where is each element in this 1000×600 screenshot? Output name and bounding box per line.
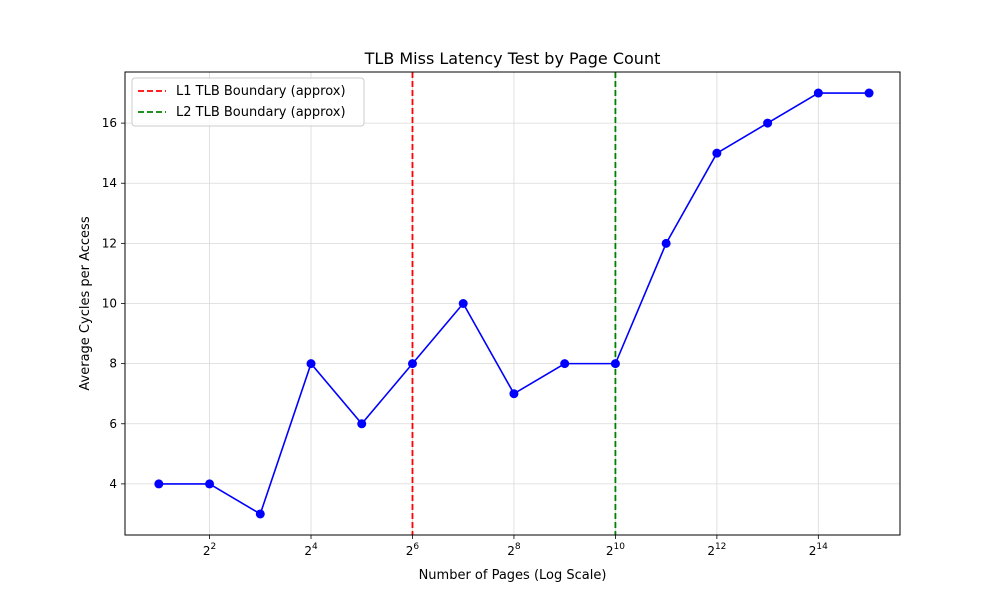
boundary-lines (411, 72, 617, 535)
y-tick-label: 14 (102, 176, 117, 190)
axes: 22 24 26 28 210 212 214 4 6 8 10 12 14 16 (102, 116, 828, 558)
x-tick-label: 28 (507, 542, 521, 558)
data-point (509, 389, 519, 399)
x-tick-label: 214 (809, 542, 828, 558)
x-tick-label: 210 (606, 542, 625, 558)
y-tick-label: 12 (102, 236, 117, 250)
data-point (357, 419, 367, 429)
x-tick-label: 22 (203, 542, 216, 558)
data-point (661, 238, 671, 248)
legend-label: L1 TLB Boundary (approx) (176, 84, 346, 99)
chart-title: TLB Miss Latency Test by Page Count (364, 49, 661, 68)
x-tick-label: 24 (304, 542, 318, 558)
y-tick-label: 4 (109, 477, 117, 491)
data-point (864, 88, 874, 98)
x-axis-label: Number of Pages (Log Scale) (419, 568, 607, 583)
data-point (458, 299, 468, 308)
data-point (813, 88, 823, 98)
data-point (610, 359, 620, 369)
x-tick-label: 212 (707, 542, 726, 558)
y-tick-label: 6 (109, 417, 117, 431)
data-point (205, 479, 215, 489)
data-point (255, 509, 265, 519)
data-point (560, 359, 570, 369)
y-tick-label: 16 (102, 116, 117, 130)
grid (125, 72, 900, 535)
legend-label: L2 TLB Boundary (approx) (176, 105, 346, 120)
y-tick-label: 8 (109, 357, 117, 371)
x-tick-label: 26 (406, 542, 420, 558)
data-point (712, 148, 722, 158)
y-tick-label: 10 (102, 297, 117, 311)
data-point (763, 118, 773, 128)
data-point (306, 359, 316, 369)
data-series (154, 88, 874, 519)
data-point (407, 359, 417, 369)
legend-box (131, 77, 365, 127)
y-axis-label: Average Cycles per Access (78, 216, 93, 390)
legend: L1 TLB Boundary (approx) L2 TLB Boundary … (131, 77, 365, 127)
data-point (154, 479, 164, 489)
